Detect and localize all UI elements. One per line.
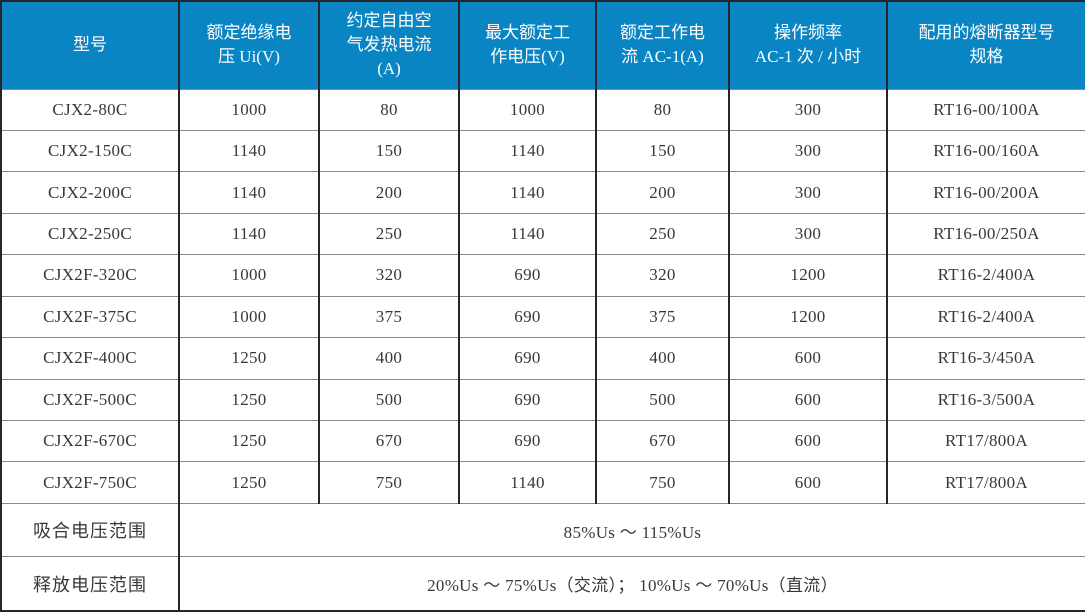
table-row: CJX2F-750C 1250 750 1140 750 600 RT17/80… — [0, 461, 1085, 504]
table-body: CJX2-80C 1000 80 1000 80 300 RT16-00/100… — [0, 88, 1085, 612]
data-cell: RT17/800A — [886, 419, 1085, 463]
model-cell: CJX2-80C — [0, 88, 180, 131]
data-cell: 1140 — [178, 171, 320, 214]
data-cell: 1200 — [728, 295, 888, 339]
footer-label-pickup-voltage: 吸合电压范围 — [0, 502, 180, 558]
table-row: CJX2-200C 1140 200 1140 200 300 RT16-00/… — [0, 171, 1085, 214]
data-cell: 1250 — [178, 337, 320, 380]
data-cell: 1250 — [178, 461, 320, 504]
column-header-thermal-current: 约定自由空 气发热电流 (A) — [318, 0, 460, 90]
data-cell: 690 — [458, 419, 597, 463]
data-cell: RT16-2/400A — [886, 295, 1085, 339]
data-cell: 690 — [458, 337, 597, 380]
data-cell: 80 — [318, 88, 460, 131]
data-cell: 1000 — [458, 88, 597, 131]
column-header-max-working-voltage: 最大额定工 作电压(V) — [458, 0, 597, 90]
table-row: CJX2-150C 1140 150 1140 150 300 RT16-00/… — [0, 129, 1085, 173]
model-cell: CJX2-150C — [0, 129, 180, 173]
table-row: CJX2F-670C 1250 670 690 670 600 RT17/800… — [0, 419, 1085, 463]
column-header-fuse-spec: 配用的熔断器型号 规格 — [886, 0, 1085, 90]
header-row: 型号 额定绝缘电 压 Ui(V) 约定自由空 气发热电流 (A) 最大额定工 作… — [0, 0, 1085, 90]
data-cell: 150 — [595, 129, 730, 173]
footer-row-pickup-voltage: 吸合电压范围 85%Us ～ 115%Us — [0, 502, 1085, 558]
data-cell: 150 — [318, 129, 460, 173]
data-cell: 375 — [318, 295, 460, 339]
model-cell: CJX2F-750C — [0, 461, 180, 504]
model-cell: CJX2-250C — [0, 212, 180, 256]
data-cell: 200 — [318, 171, 460, 214]
data-cell: RT16-00/100A — [886, 88, 1085, 131]
data-cell: RT16-2/400A — [886, 254, 1085, 297]
model-cell: CJX2F-670C — [0, 419, 180, 463]
table-row: CJX2F-375C 1000 375 690 375 1200 RT16-2/… — [0, 295, 1085, 339]
data-cell: 300 — [728, 88, 888, 131]
data-cell: 1140 — [178, 129, 320, 173]
table-row: CJX2F-500C 1250 500 690 500 600 RT16-3/5… — [0, 378, 1085, 422]
model-cell: CJX2F-400C — [0, 337, 180, 380]
table-row: CJX2-250C 1140 250 1140 250 300 RT16-00/… — [0, 212, 1085, 256]
data-cell: 1140 — [458, 212, 597, 256]
data-cell: 250 — [595, 212, 730, 256]
table-header: 型号 额定绝缘电 压 Ui(V) 约定自由空 气发热电流 (A) 最大额定工 作… — [0, 0, 1085, 90]
data-cell: 320 — [595, 254, 730, 297]
data-cell: 200 — [595, 171, 730, 214]
column-header-model: 型号 — [0, 0, 180, 90]
data-cell: RT16-3/500A — [886, 378, 1085, 422]
data-cell: 600 — [728, 378, 888, 422]
footer-value-pickup-voltage: 85%Us ～ 115%Us — [178, 502, 1085, 558]
data-cell: RT16-00/200A — [886, 171, 1085, 214]
table-row: CJX2-80C 1000 80 1000 80 300 RT16-00/100… — [0, 88, 1085, 131]
footer-row-release-voltage: 释放电压范围 20%Us ～ 75%Us（交流）； 10%Us ～ 70%Us（… — [0, 556, 1085, 612]
data-cell: RT17/800A — [886, 461, 1085, 504]
model-cell: CJX2F-375C — [0, 295, 180, 339]
data-cell: 400 — [595, 337, 730, 380]
column-header-operation-frequency: 操作频率 AC-1 次 / 小时 — [728, 0, 888, 90]
model-cell: CJX2F-500C — [0, 378, 180, 422]
table-row: CJX2F-400C 1250 400 690 400 600 RT16-3/4… — [0, 337, 1085, 380]
data-cell: 600 — [728, 461, 888, 504]
data-cell: 1140 — [458, 171, 597, 214]
data-cell: 750 — [595, 461, 730, 504]
data-cell: 690 — [458, 254, 597, 297]
data-cell: RT16-00/250A — [886, 212, 1085, 256]
data-cell: 1250 — [178, 419, 320, 463]
data-cell: 80 — [595, 88, 730, 131]
data-cell: 600 — [728, 337, 888, 380]
data-cell: 250 — [318, 212, 460, 256]
data-cell: 1200 — [728, 254, 888, 297]
data-cell: 300 — [728, 129, 888, 173]
column-header-working-current: 额定工作电 流 AC-1(A) — [595, 0, 730, 90]
table-row: CJX2F-320C 1000 320 690 320 1200 RT16-2/… — [0, 254, 1085, 297]
data-cell: 375 — [595, 295, 730, 339]
data-cell: 670 — [318, 419, 460, 463]
data-cell: 400 — [318, 337, 460, 380]
model-cell: CJX2F-320C — [0, 254, 180, 297]
data-cell: 750 — [318, 461, 460, 504]
model-cell: CJX2-200C — [0, 171, 180, 214]
data-cell: 300 — [728, 171, 888, 214]
data-cell: 670 — [595, 419, 730, 463]
data-cell: 320 — [318, 254, 460, 297]
data-cell: 1000 — [178, 295, 320, 339]
footer-value-release-voltage: 20%Us ～ 75%Us（交流）； 10%Us ～ 70%Us（直流） — [178, 556, 1085, 612]
data-cell: 500 — [595, 378, 730, 422]
data-cell: 690 — [458, 295, 597, 339]
data-cell: 1250 — [178, 378, 320, 422]
data-cell: 500 — [318, 378, 460, 422]
data-cell: 1140 — [178, 212, 320, 256]
data-cell: RT16-00/160A — [886, 129, 1085, 173]
column-header-insulation-voltage: 额定绝缘电 压 Ui(V) — [178, 0, 320, 90]
data-cell: 1140 — [458, 129, 597, 173]
data-cell: RT16-3/450A — [886, 337, 1085, 380]
data-cell: 690 — [458, 378, 597, 422]
data-cell: 600 — [728, 419, 888, 463]
data-cell: 300 — [728, 212, 888, 256]
data-cell: 1000 — [178, 254, 320, 297]
footer-label-release-voltage: 释放电压范围 — [0, 556, 180, 612]
data-cell: 1000 — [178, 88, 320, 131]
data-cell: 1140 — [458, 461, 597, 504]
